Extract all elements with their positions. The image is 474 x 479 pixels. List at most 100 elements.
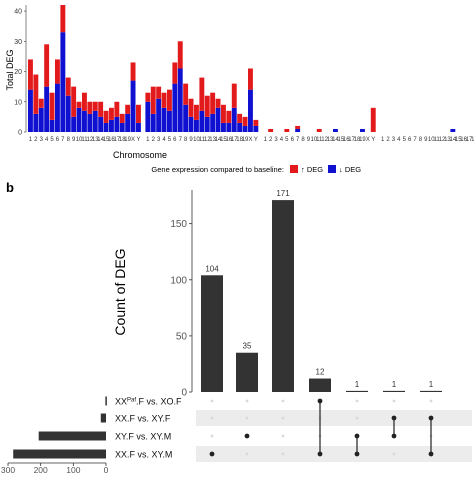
set-label: XXPaf.F vs. XO.F — [115, 397, 182, 407]
bar-up — [55, 59, 60, 84]
legend: Gene expression compared to baseline: ↑ … — [151, 165, 361, 174]
x-tick-label: Y — [371, 137, 375, 143]
bar-up — [103, 110, 109, 123]
bar-up — [114, 101, 120, 117]
bar-down — [44, 86, 50, 132]
intersection-bar — [236, 352, 258, 392]
bar-up — [188, 98, 194, 117]
x-tick-label: 18 — [119, 137, 126, 143]
x-tick-label: 11 — [316, 137, 323, 143]
matrix-row-band — [196, 446, 472, 462]
membership-dot-empty — [245, 452, 249, 456]
bar-down — [221, 122, 226, 132]
x-tick-label: 1 — [146, 137, 150, 143]
bar-up — [71, 86, 77, 117]
x-tick-label: 9 — [424, 137, 428, 143]
x-tick-label: 18 — [354, 137, 361, 143]
bar-down — [82, 110, 87, 132]
x-tick-label: 3 — [274, 137, 278, 143]
bar-up — [92, 101, 98, 111]
x-tick-label: 18 — [236, 137, 243, 143]
bar-up — [119, 113, 125, 123]
bar-down — [136, 122, 141, 132]
membership-dot-empty — [281, 416, 285, 420]
y-axis-label: Count of DEG — [112, 248, 128, 335]
x-tick-label: 2 — [269, 137, 273, 143]
x-tick-label: 13 — [92, 137, 99, 143]
bar-down — [49, 119, 55, 132]
x-tick-label: 12 — [204, 137, 211, 143]
x-tick-label: 11 — [199, 137, 206, 143]
bar-down — [253, 125, 259, 132]
bar-down — [210, 113, 216, 132]
legend-label-down: ↓ DEG — [339, 165, 361, 174]
bar-value-label: 12 — [316, 368, 325, 377]
membership-dot-empty — [355, 399, 359, 403]
x-tick-label: 2 — [34, 137, 38, 143]
x-tick-label: 4 — [397, 137, 401, 143]
panel-label-b: b — [6, 180, 14, 195]
bar-up — [231, 83, 237, 108]
membership-dot-empty — [210, 416, 214, 420]
membership-dot-empty — [429, 399, 433, 403]
bar-down — [188, 116, 194, 132]
x-tick-label: 4 — [45, 137, 49, 143]
x-tick-label: 10 — [311, 137, 318, 143]
x-tick-label: 4 — [280, 137, 284, 143]
x-tick-label: 6 — [291, 137, 295, 143]
x-tick-label: 11 — [81, 137, 88, 143]
y-axis-ticks: 0 10 20 30 40 — [14, 5, 27, 137]
bar-up — [204, 95, 210, 117]
x-tick-label: X — [248, 137, 252, 143]
bar-up — [125, 104, 131, 114]
set-size-bar — [38, 431, 106, 441]
x-tick-label: 14 — [450, 137, 457, 143]
membership-dot-empty — [210, 434, 214, 438]
x-tick-label: 8 — [67, 137, 71, 143]
membership-dot-empty — [281, 399, 285, 403]
bar-down — [183, 104, 189, 132]
x-tick-label: 16 — [460, 137, 467, 143]
x-tick-label: 2 — [386, 137, 390, 143]
bar-down — [145, 101, 151, 132]
bar-up — [44, 44, 50, 87]
x-tick-label: 7 — [61, 137, 65, 143]
matrix-row-band — [196, 410, 472, 426]
x-tick-label: 10 — [76, 137, 83, 143]
intersection-bar — [201, 275, 223, 392]
bar-up — [28, 59, 33, 90]
membership-dot-empty — [245, 416, 249, 420]
bar-up — [253, 119, 259, 126]
membership-dot-empty — [355, 416, 359, 420]
x-tick-label: 6 — [408, 137, 412, 143]
bar-up — [221, 104, 226, 123]
x-tick-label: 10 — [428, 137, 435, 143]
bar-up — [38, 98, 44, 108]
membership-dot-empty — [392, 452, 396, 456]
panel-b-upset: b Count of DEG 0 50 100 150 104 35 171 12 1 1 1 X… — [1, 180, 472, 475]
bar-down — [109, 119, 114, 132]
bar-up — [199, 77, 205, 111]
bar-up — [156, 86, 162, 99]
bar-value-label: 1 — [429, 380, 434, 389]
set-label: XY.F vs. XY.M — [115, 432, 171, 442]
bar-down — [114, 116, 120, 132]
x-tick-label: 19 — [124, 137, 131, 143]
x-tick-label: X — [366, 137, 370, 143]
intersection-bar — [346, 390, 368, 392]
x-tick-label: 14 — [97, 137, 104, 143]
x-tick-label: 10 — [193, 137, 200, 143]
bar-down — [156, 98, 162, 132]
bar-down — [33, 113, 39, 132]
bar-down — [103, 122, 109, 132]
bar-down — [237, 122, 243, 132]
x-tick-label: 3 — [40, 137, 44, 143]
membership-matrix — [196, 398, 472, 462]
set-axis-tick-label: 200 — [34, 465, 48, 474]
bar-down — [231, 107, 237, 132]
x-tick-label: 6 — [173, 137, 177, 143]
x-tick-label: X — [131, 137, 135, 143]
y-tick-label: 30 — [14, 39, 22, 46]
x-tick-label: 15 — [220, 137, 227, 143]
x-tick-label: 7 — [413, 137, 417, 143]
